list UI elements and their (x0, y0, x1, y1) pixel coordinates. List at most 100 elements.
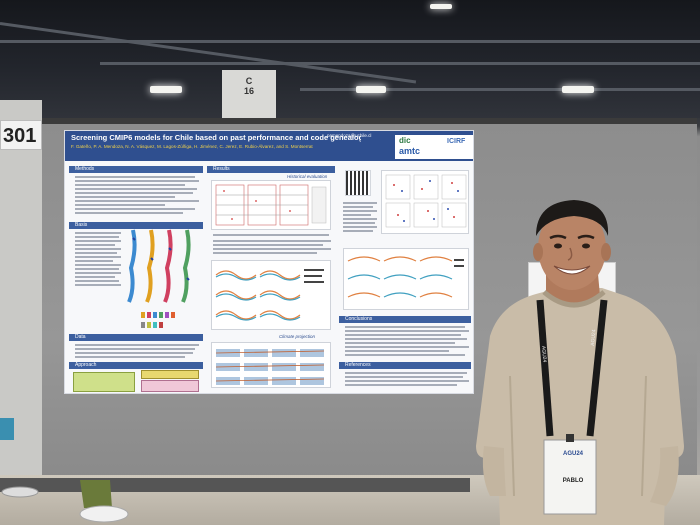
text-line (345, 330, 469, 332)
text-line (343, 222, 375, 224)
poster-title: Screening CMIP6 models for Chile based o… (71, 133, 361, 142)
approach-box-yellow (141, 370, 199, 379)
poster-column-1: Methods Basis (69, 164, 203, 392)
projection-lines-panel (343, 248, 469, 310)
timeseries-panel (211, 260, 331, 330)
text-line (75, 356, 185, 358)
text-line (75, 256, 121, 258)
section-results: Results (207, 166, 335, 173)
svg-text:AGU24: AGU24 (590, 329, 597, 346)
caption-line (213, 234, 329, 236)
text-line (75, 196, 175, 198)
text-line (75, 236, 119, 238)
text-line (343, 218, 377, 220)
section-conclusions: Conclusions (339, 316, 471, 323)
text-line (75, 352, 193, 354)
icirf-logo: ICIRF (447, 138, 466, 145)
text-line (75, 232, 121, 234)
text-line (75, 200, 199, 202)
text-line (75, 188, 197, 190)
text-line (75, 260, 113, 262)
board-base (0, 478, 470, 492)
text-line (75, 276, 115, 278)
projection-figure (215, 349, 325, 385)
text-line (345, 354, 465, 356)
ceiling-truss (100, 62, 700, 65)
section-data: Data (69, 334, 203, 341)
text-line (213, 252, 317, 254)
approach-box-green (73, 372, 135, 392)
qr-code (345, 170, 371, 196)
text-line (75, 344, 199, 346)
text-line (75, 248, 121, 250)
section-methods: Methods (69, 166, 203, 173)
pillar-label-bottom: 16 (243, 86, 254, 96)
text-line (75, 252, 117, 254)
blue-object (0, 418, 14, 440)
amtc-logo: amtc (399, 146, 421, 156)
approach-box-pink (141, 380, 199, 392)
text-line (213, 248, 331, 250)
pillar-label-top: C (245, 76, 253, 86)
text-line (75, 176, 195, 178)
text-line (75, 184, 185, 186)
section-references: References (339, 362, 471, 369)
text-line (75, 180, 199, 182)
heatmap-figure (215, 184, 327, 226)
poster-column-2: Results Historical evaluation (207, 164, 335, 392)
passerby-feet (1, 480, 129, 523)
projection-panel (211, 342, 331, 388)
ceiling-truss (0, 22, 417, 84)
text-line (343, 214, 371, 216)
text-line (75, 348, 195, 350)
text-line (75, 284, 121, 286)
text-line (75, 204, 165, 206)
text-line (343, 226, 377, 228)
text-line (345, 338, 467, 340)
text-line (345, 372, 467, 374)
heatmap-panel (211, 180, 331, 230)
hall-pillar: C 16 (222, 70, 276, 118)
text-line (75, 192, 193, 194)
ceiling-truss (0, 40, 700, 43)
text-line (75, 212, 183, 214)
text-line (75, 244, 115, 246)
ceiling-light (562, 86, 594, 93)
text-line (213, 244, 323, 246)
text-line (75, 240, 121, 242)
ceiling-truss (300, 88, 700, 91)
poster-column-3: Conclusions References (339, 164, 471, 392)
ceiling-light (430, 4, 452, 9)
historical-label: Historical evaluation (287, 174, 328, 179)
text-line (345, 376, 463, 378)
text-line (343, 202, 377, 204)
svg-text:AGU24: AGU24 (540, 346, 547, 363)
section-basis: Basis (69, 222, 203, 229)
text-line (345, 384, 457, 386)
legend-swatches (141, 312, 175, 328)
text-line (343, 210, 377, 212)
text-line (345, 350, 449, 352)
scientific-poster: Screening CMIP6 models for Chile based o… (64, 130, 474, 394)
text-line (345, 334, 461, 336)
climate-label: Climate projection (279, 334, 316, 339)
text-line (75, 268, 119, 270)
chile-maps (127, 229, 191, 303)
scatter-figure (385, 174, 467, 228)
poster-authors: F. Gateño, P. A. Mendoza, N. A. Vásquez,… (71, 144, 313, 149)
projection-lines-figure (347, 256, 464, 298)
text-line (343, 230, 373, 232)
text-line (75, 272, 121, 274)
badge-top-text: AGU24 (562, 451, 583, 457)
ceiling-light (356, 86, 386, 93)
section-approach: Approach (69, 362, 203, 369)
poster-email: pamendoza@uchile.cl (327, 133, 372, 138)
presenter: AGU24 AGU24 (476, 200, 684, 525)
badge-name: PABLO (562, 478, 584, 484)
poster-logos: dic amtc ICIRF (395, 135, 473, 159)
text-line (345, 346, 469, 348)
text-line (343, 206, 373, 208)
booth-number: 301 (0, 120, 42, 150)
dic-logo: dic (399, 136, 411, 145)
